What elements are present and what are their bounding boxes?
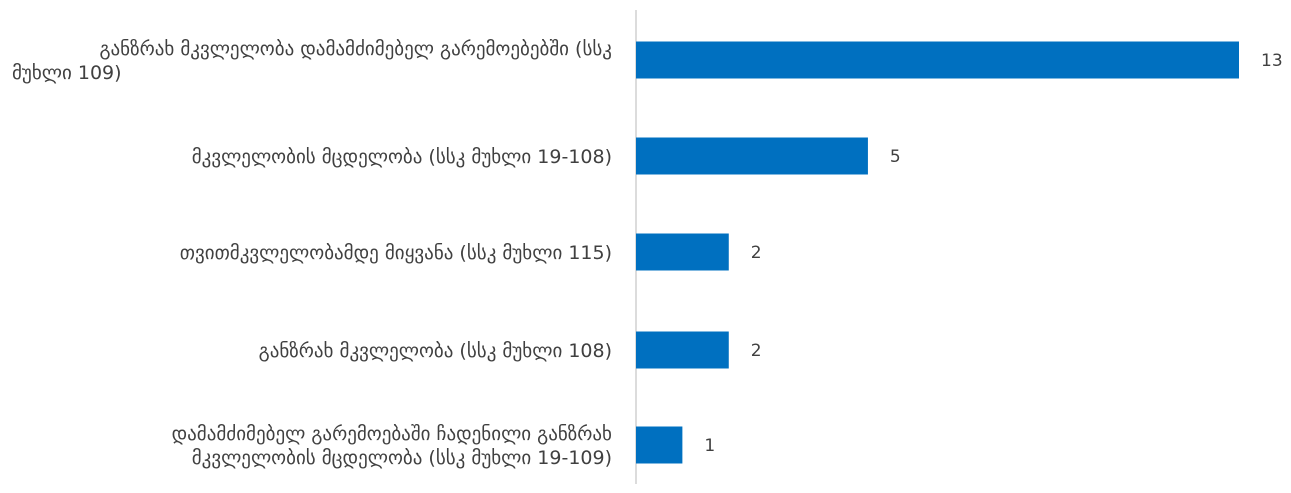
bar-5 <box>636 426 683 464</box>
value-label-3: 2 <box>751 243 762 263</box>
category-label-1-line-1: განზრახ მკვლელობა დამამძიმებელ გარემოებე… <box>99 38 612 60</box>
category-label-5-line-1: დამამძიმებელ გარემოებაში ჩადენილი განზრა… <box>172 423 612 445</box>
value-labels-group: 13 5 2 2 1 <box>704 51 1282 456</box>
bar-4 <box>636 331 729 369</box>
bar-1 <box>636 41 1239 79</box>
category-labels-group: განზრახ მკვლელობა დამამძიმებელ გარემოებე… <box>12 38 612 469</box>
category-label-2-line-1: მკვლელობის მცდელობა (სსკ მუხლი 19-108) <box>192 146 612 168</box>
category-label-1-line-2: მუხლი 109) <box>12 62 122 84</box>
bar-3 <box>636 233 729 271</box>
value-label-5: 1 <box>704 436 715 456</box>
bars-group <box>636 41 1239 464</box>
value-label-4: 2 <box>751 341 762 361</box>
value-label-2: 5 <box>890 147 901 167</box>
value-label-1: 13 <box>1261 51 1283 71</box>
category-label-5-line-2: მკვლელობის მცდელობა (სსკ მუხლი 19-109) <box>192 447 612 469</box>
category-label-3-line-1: თვითმკვლელობამდე მიყვანა (სსკ მუხლი 115) <box>180 242 612 264</box>
category-label-4-line-1: განზრახ მკვლელობა (სსკ მუხლი 108) <box>259 340 612 362</box>
bar-2 <box>636 137 868 175</box>
